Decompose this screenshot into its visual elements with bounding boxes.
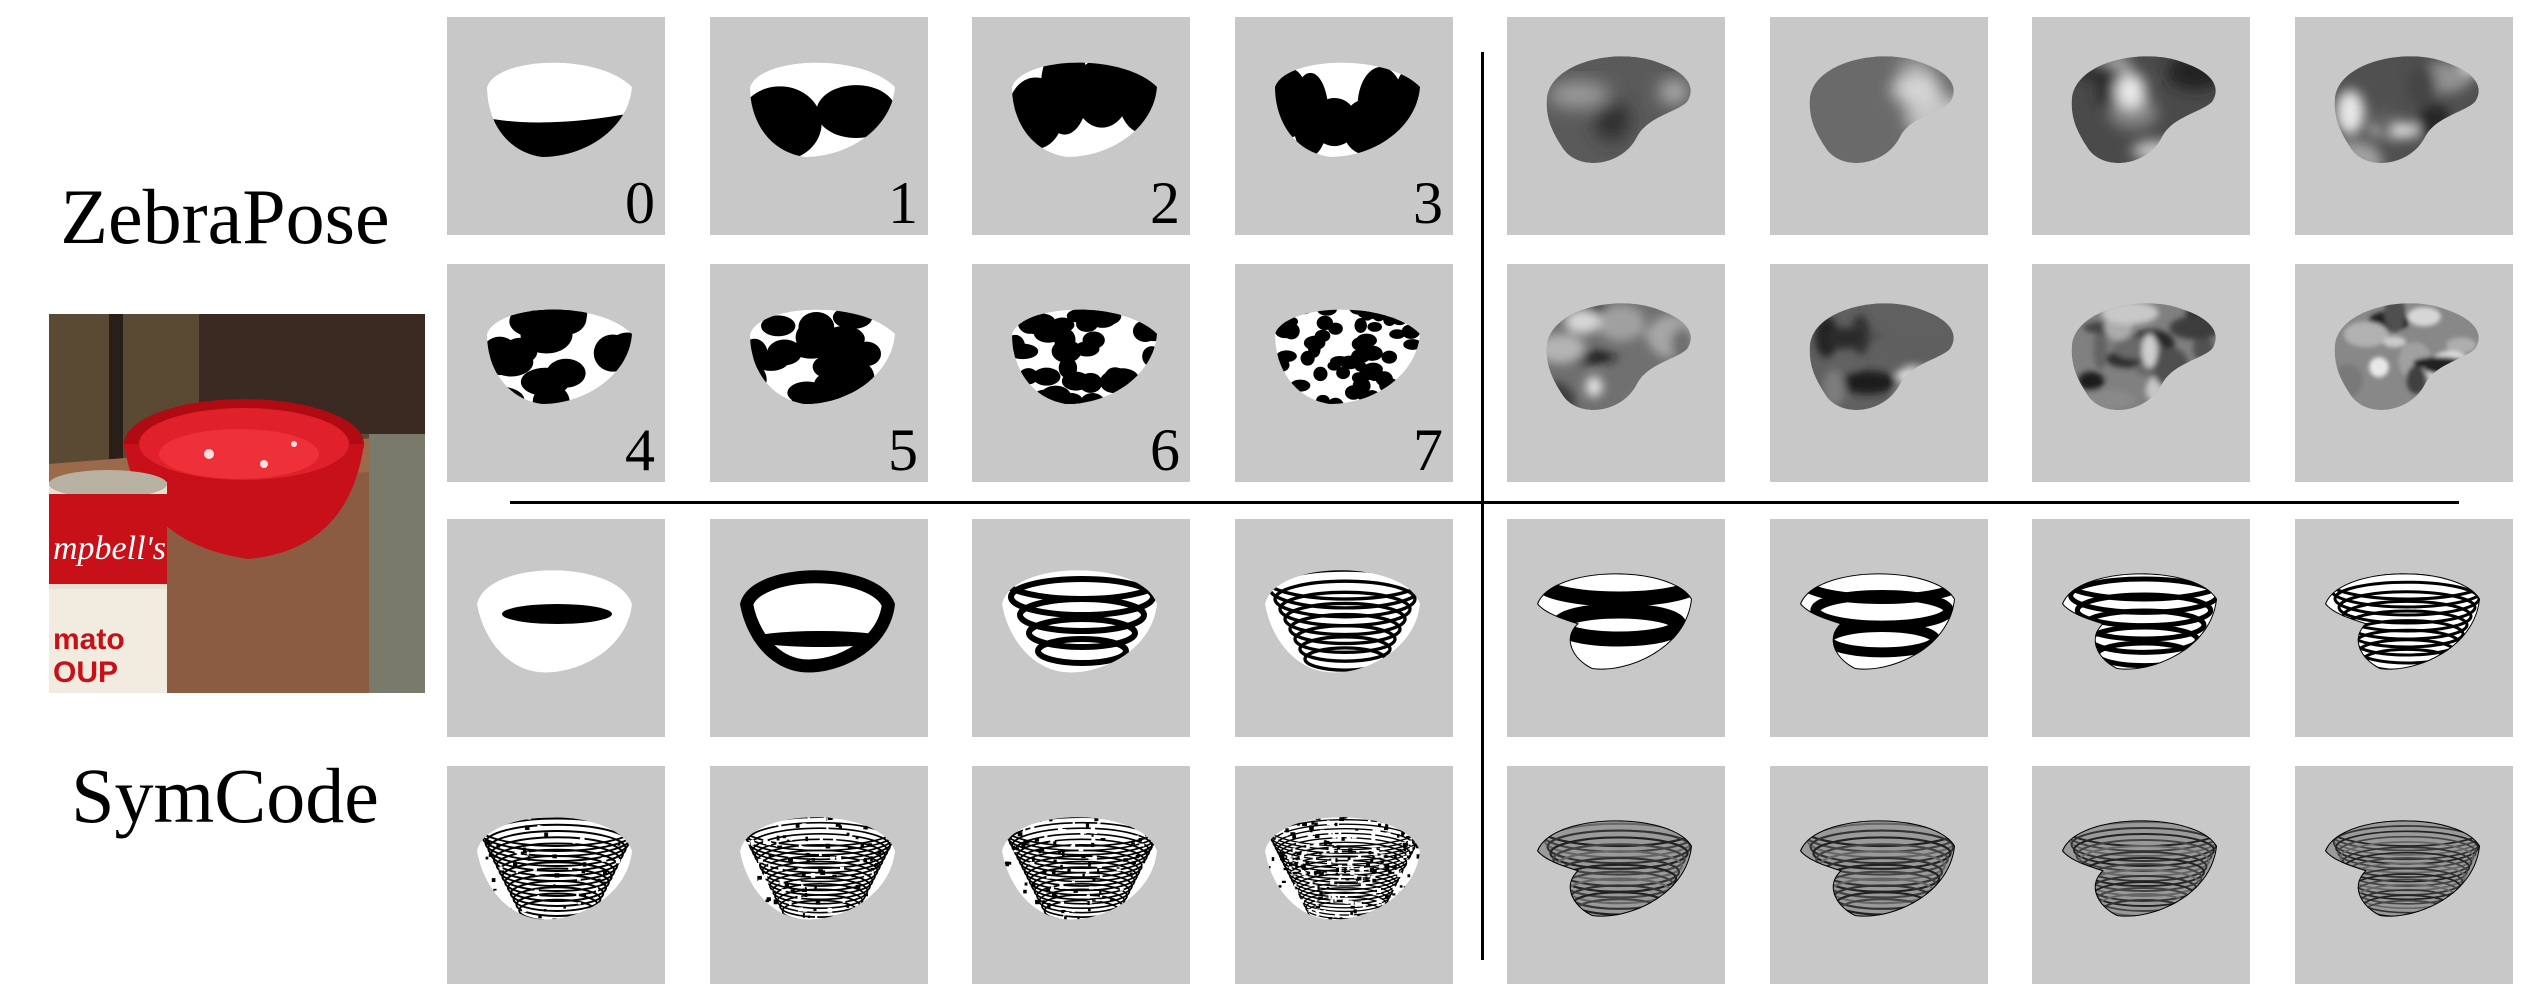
- bowl-code-image: [1546, 56, 1691, 164]
- symcode-gray-panel-5: [1770, 766, 1988, 984]
- zebrapose-gray-panel-1: [1770, 17, 1988, 235]
- zebrapose-gray-panel-5: [1770, 264, 1988, 482]
- bit-index-label: 3: [1413, 170, 1443, 236]
- symcode-binary-panel-0: [447, 519, 665, 737]
- symcode-gray-panel-1: [1770, 519, 1988, 737]
- bowl-code-image: [2325, 573, 2480, 670]
- bowl-code-image: [740, 817, 895, 920]
- bowl-code-image: [2334, 303, 2479, 411]
- zebrapose-gray-panel-3: [2295, 17, 2513, 235]
- bit-index-label: 5: [888, 417, 918, 483]
- symcode-gray-panel-0: [1507, 519, 1725, 737]
- bit-index-label: 1: [888, 170, 918, 236]
- bowl-code-image: [750, 62, 895, 157]
- bowl-code-image: [1800, 820, 1955, 917]
- symcode-gray-panel-2: [2032, 519, 2250, 737]
- bowl-code-image: [2062, 820, 2217, 917]
- bowl-code-image: [740, 570, 895, 673]
- bowl-code-image: [1012, 62, 1157, 157]
- bowl-code-image: [1809, 303, 1954, 411]
- bowl-code-image: [477, 570, 632, 673]
- zebrapose-gray-panel-2: [2032, 17, 2250, 235]
- symcode-binary-panel-5: [710, 766, 928, 984]
- bowl-code-image: [2071, 56, 2216, 164]
- symcode-gray-panel-7: [2295, 766, 2513, 984]
- zebrapose-binary-panel-3: 3: [1235, 17, 1453, 235]
- svg-text:mato: mato: [53, 623, 125, 656]
- bowl-code-image: [2071, 303, 2216, 410]
- symcode-binary-panel-1: [710, 519, 928, 737]
- bowl-code-image: [1265, 570, 1420, 673]
- bowl-code-image: [1275, 62, 1420, 157]
- zebrapose-binary-panel-0: 0: [447, 17, 665, 235]
- symcode-binary-panel-3: [1235, 519, 1453, 737]
- symcode-gray-panel-3: [2295, 519, 2513, 737]
- bowl-code-image: [1275, 309, 1420, 404]
- symcode-binary-panel-6: [972, 766, 1190, 984]
- zebrapose-binary-panel-6: 6: [972, 264, 1190, 482]
- bowl-code-image: [1002, 817, 1157, 920]
- zebrapose-gray-panel-7: [2295, 264, 2513, 482]
- bowl-code-image: [1809, 56, 1954, 164]
- zebrapose-gray-panel-6: [2032, 264, 2250, 482]
- bowl-code-image: [477, 817, 632, 920]
- symcode-binary-panel-7: [1235, 766, 1453, 984]
- zebrapose-binary-panel-7: 7: [1235, 264, 1453, 482]
- symcode-gray-panel-6: [2032, 766, 2250, 984]
- svg-text:OUP: OUP: [53, 656, 118, 689]
- zebrapose-binary-panel-2: 2: [972, 17, 1190, 235]
- bowl-code-image: [1012, 309, 1157, 404]
- zebrapose-label: ZebraPose: [60, 173, 390, 260]
- bowl-code-image: [2334, 56, 2479, 164]
- bowl-code-image: [750, 309, 895, 404]
- symcode-label: SymCode: [71, 752, 379, 839]
- bowl-code-image: [1537, 820, 1692, 917]
- can-brand-text: mpbell's: [53, 530, 166, 567]
- horizontal-divider: [510, 501, 2459, 504]
- bowl-code-image: [2325, 820, 2480, 917]
- bit-index-label: 2: [1150, 170, 1180, 236]
- bowl-code-image: [1537, 573, 1692, 670]
- bowl-code-image: [487, 62, 632, 157]
- symcode-binary-panel-4: [447, 766, 665, 984]
- bit-index-label: 6: [1150, 417, 1180, 483]
- symcode-binary-panel-2: [972, 519, 1190, 737]
- zebrapose-binary-panel-4: 4: [447, 264, 665, 482]
- input-photo: mpbell's mato OUP: [49, 314, 425, 693]
- bowl-code-image: [1002, 570, 1157, 673]
- zebrapose-binary-panel-5: 5: [710, 264, 928, 482]
- bit-index-label: 7: [1413, 417, 1443, 483]
- zebrapose-gray-panel-4: [1507, 264, 1725, 482]
- bowl-code-image: [2062, 573, 2217, 670]
- symcode-gray-panel-4: [1507, 766, 1725, 984]
- bit-index-label: 0: [625, 170, 655, 236]
- bit-index-label: 4: [625, 417, 655, 483]
- bowl-code-image: [1800, 573, 1955, 670]
- zebrapose-binary-panel-1: 1: [710, 17, 928, 235]
- vertical-divider: [1481, 52, 1484, 960]
- bowl-code-image: [1546, 303, 1691, 411]
- bowl-code-image: [487, 309, 632, 404]
- zebrapose-gray-panel-0: [1507, 17, 1725, 235]
- bowl-code-image: [1265, 817, 1420, 920]
